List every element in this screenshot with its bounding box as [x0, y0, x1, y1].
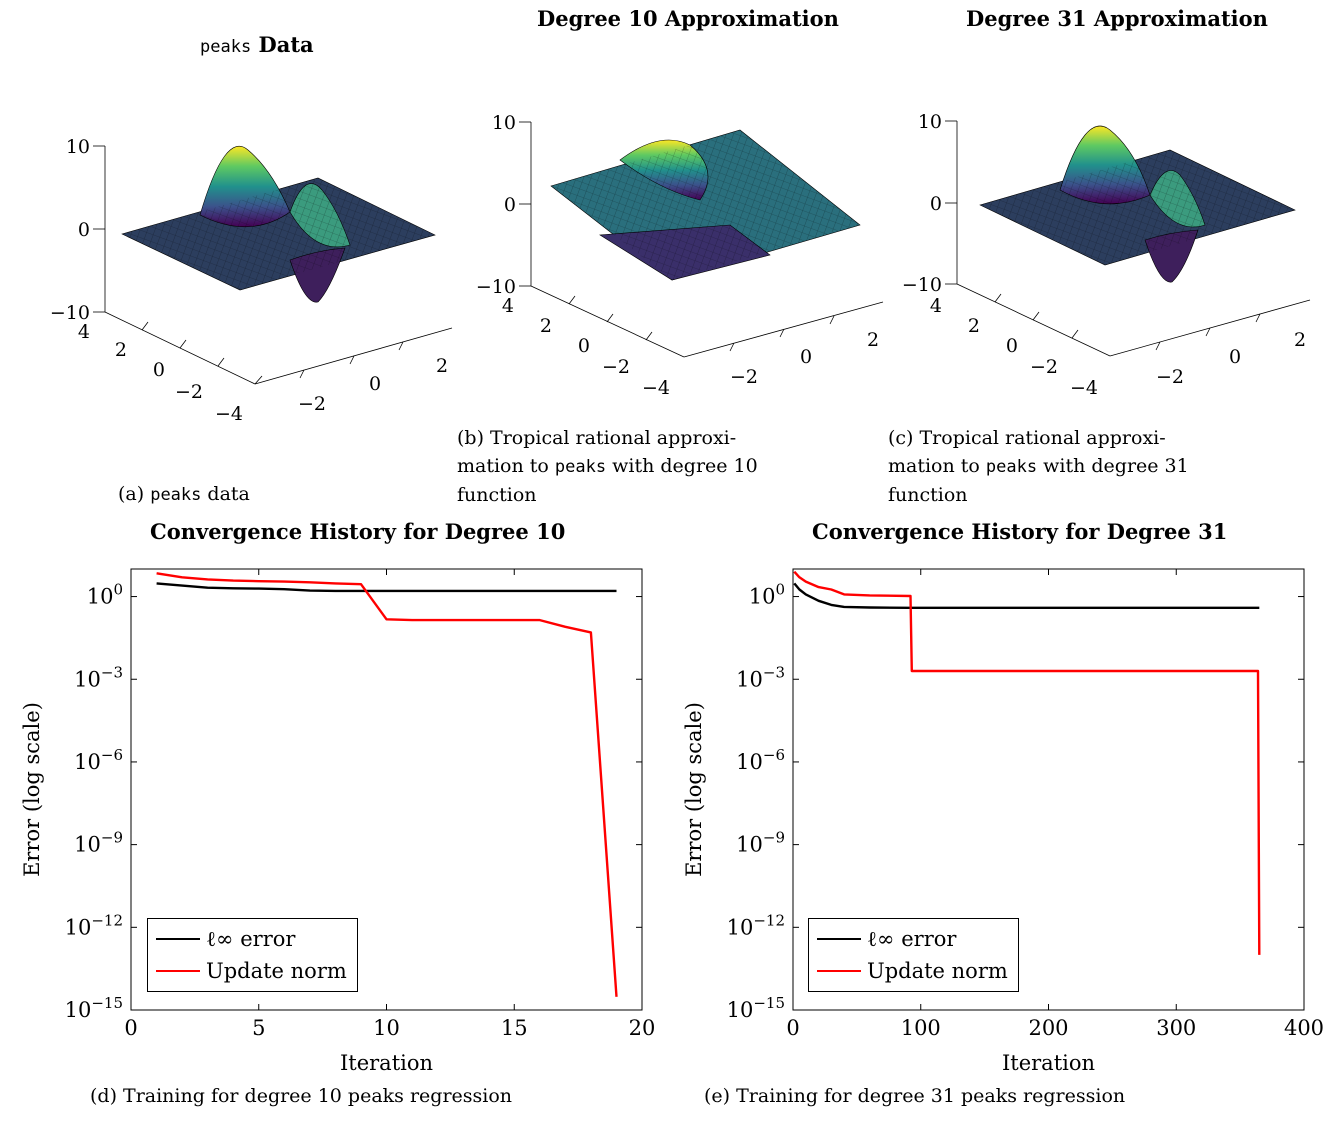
series-update-norm — [156, 572, 618, 997]
x-tick-label: 0 — [124, 1016, 137, 1040]
x-tick-label: 10 — [373, 1016, 400, 1040]
panel-c-y-tick: −4 — [1070, 377, 1098, 399]
x-axis-label: Iteration — [1002, 1051, 1095, 1075]
panel-c-title: Degree 31 Approximation — [966, 6, 1268, 31]
y-tick-label: 10−12 — [65, 911, 123, 939]
y-tick-label: 10−6 — [74, 746, 123, 774]
panel-e-title: Convergence History for Degree 31 — [812, 519, 1228, 544]
legend-entry: Update norm — [817, 955, 1008, 987]
panel-a-x-tick: −2 — [298, 393, 326, 415]
panel-d-title: Convergence History for Degree 10 — [150, 519, 566, 544]
panel-b-y-tick: −4 — [642, 377, 670, 399]
y-axis-label: Error (log scale) — [682, 702, 706, 877]
panel-c-y-tick: 4 — [930, 295, 942, 317]
panel-c-y-axis — [956, 283, 1111, 357]
panel-a-z-tick: 0 — [78, 219, 90, 241]
panel-a-y-tick: 0 — [153, 359, 165, 381]
x-tick-label: 300 — [1156, 1016, 1196, 1040]
panel-a-surface-plot: 10 0 −10 4 2 0 −2 −4 −2 0 2 — [50, 136, 453, 425]
y-tick-label: 10−15 — [727, 994, 785, 1022]
y-tick-label: 10−6 — [736, 746, 785, 774]
panel-a-y-tick: 2 — [115, 339, 127, 361]
series-linf-error — [793, 582, 1260, 609]
panel-b-surface-plot: 10 0 −10 4 2 0 −2 −4 −2 0 2 — [476, 112, 884, 399]
y-tick-label: 100 — [749, 581, 785, 609]
y-tick-label: 10−12 — [727, 911, 785, 939]
panel-d-caption: (d) Training for degree 10 peaks regress… — [90, 1085, 513, 1107]
panel-c-surface-plot: 10 0 −10 4 2 0 −2 −4 −2 0 2 — [902, 111, 1311, 399]
x-tick-label: 5 — [252, 1016, 265, 1040]
legend-label: ℓ∞ error — [206, 926, 296, 951]
panel-a-y-tick: 4 — [78, 321, 90, 343]
panel-b-y-tick: 4 — [502, 295, 514, 317]
panel-c-z-tick: 10 — [918, 111, 942, 133]
panel-b-z-tick: 0 — [504, 194, 516, 216]
legend-entry: ℓ∞ error — [817, 923, 1008, 955]
panel-b-y-tick: 2 — [540, 315, 552, 337]
surface-plots: 10 0 −10 4 2 0 −2 −4 −2 0 2 10 0 — [50, 111, 1311, 425]
panel-c-z-tick: 0 — [930, 193, 942, 215]
series-linf-error — [156, 582, 617, 593]
panel-b-x-tick: 0 — [800, 346, 812, 368]
x-tick-label: 20 — [629, 1016, 656, 1040]
panel-b-surface — [550, 129, 861, 281]
panel-c-x-tick: 2 — [1294, 329, 1306, 351]
x-tick-label: 0 — [786, 1016, 799, 1040]
panel-e-caption: (e) Training for degree 31 peaks regress… — [704, 1085, 1126, 1107]
panel-b-title: Degree 10 Approximation — [537, 6, 839, 31]
panel-c-y-tick: 2 — [968, 315, 980, 337]
x-axis-label: Iteration — [340, 1051, 433, 1075]
legend-label: ℓ∞ error — [867, 926, 957, 951]
series-update-norm — [793, 570, 1261, 955]
panel-a-y-tick: −2 — [175, 381, 203, 403]
panel-c-y-tick: 0 — [1006, 335, 1018, 357]
panel-c-z-tick: −10 — [902, 274, 942, 296]
y-tick-label: 10−9 — [74, 829, 123, 857]
chart-e: 0 100 200 300 400 100 10−3 10−6 10−9 10−12 10−15 It… — [682, 568, 1324, 1075]
chart-e-legend: ℓ∞ error Update norm — [808, 918, 1019, 992]
y-tick-label: 100 — [87, 581, 123, 609]
panel-b-y-tick: −2 — [602, 356, 630, 378]
legend-label: Update norm — [867, 959, 1008, 983]
chart-d-legend: ℓ∞ error Update norm — [147, 918, 358, 992]
panel-b-x-tick: 2 — [867, 329, 879, 351]
panel-a-x-axis — [254, 327, 453, 385]
y-tick-label: 10−9 — [736, 829, 785, 857]
panel-a-title: peaks Data — [200, 32, 314, 57]
y-axis-label: Error (log scale) — [20, 702, 44, 877]
panel-c-x-tick: −2 — [1156, 366, 1184, 388]
panel-a-z-tick: 10 — [66, 136, 90, 158]
panel-c-caption: (c) Tropical rational approxi- mation to… — [888, 427, 1189, 506]
panel-a-y-tick: −4 — [215, 403, 243, 425]
panel-b-caption: (b) Tropical rational approxi- mation to… — [457, 427, 758, 506]
y-tick-label: 10−3 — [736, 663, 785, 691]
chart-d: 0 5 10 15 20 100 10−3 10−6 10−9 10−12 10−15 Iterati… — [20, 568, 656, 1075]
panel-c-surface — [979, 125, 1296, 283]
panel-b-x-tick: −2 — [730, 366, 758, 388]
panel-b-y-tick: 0 — [578, 335, 590, 357]
x-tick-label: 200 — [1028, 1016, 1068, 1040]
legend-label: Update norm — [206, 959, 347, 983]
legend-entry: ℓ∞ error — [156, 923, 347, 955]
legend-entry: Update norm — [156, 955, 347, 987]
panel-c-y-tick: −2 — [1030, 356, 1058, 378]
panel-a-z-tick: −10 — [50, 302, 90, 324]
legend-swatch — [156, 938, 200, 940]
panel-b-z-tick: −10 — [476, 276, 516, 298]
panel-a-caption: (a) peaks data — [118, 483, 250, 505]
x-tick-label: 100 — [901, 1016, 941, 1040]
y-tick-label: 10−3 — [74, 663, 123, 691]
y-tick-label: 10−15 — [65, 994, 123, 1022]
panel-a-surface — [121, 145, 436, 303]
x-tick-label: 400 — [1284, 1016, 1324, 1040]
panel-a-x-tick: 2 — [436, 355, 448, 377]
legend-swatch — [156, 970, 200, 972]
panel-a-x-tick: 0 — [369, 373, 381, 395]
x-tick-label: 15 — [501, 1016, 528, 1040]
panel-b-z-tick: 10 — [492, 112, 516, 134]
legend-swatch — [817, 970, 861, 972]
panel-c-x-tick: 0 — [1229, 346, 1241, 368]
legend-swatch — [817, 938, 861, 940]
